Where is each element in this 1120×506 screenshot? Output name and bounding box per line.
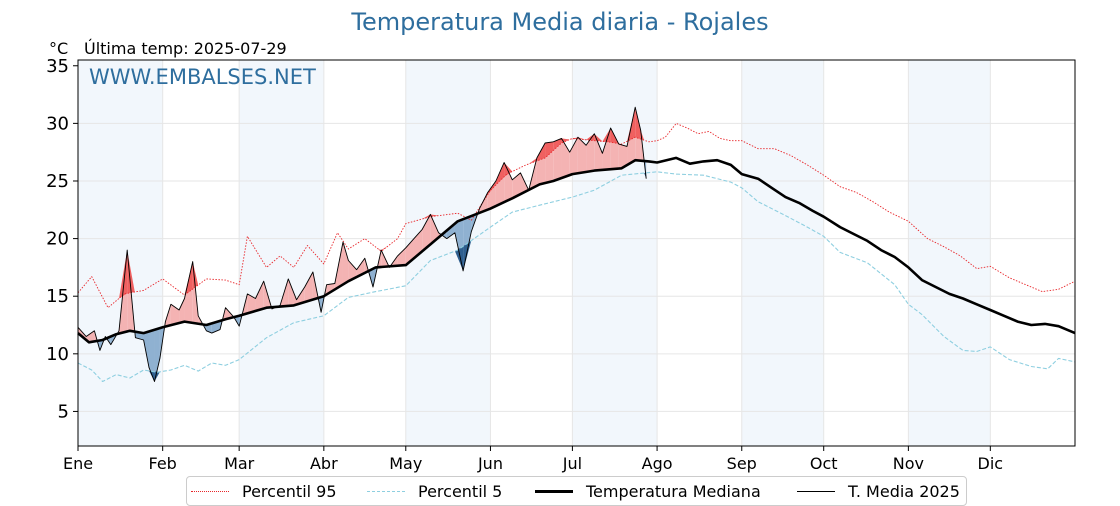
above-median-fill <box>398 248 406 266</box>
x-tick-label: Ago <box>642 454 673 473</box>
x-tick-label: Jun <box>477 454 503 473</box>
month-shading <box>78 60 990 446</box>
anomaly-fills <box>78 107 646 381</box>
above-median-fill <box>179 299 184 323</box>
watermark-text: WWW.EMBALSES.NET <box>89 65 316 89</box>
y-tick-label: 35 <box>46 56 69 77</box>
y-tick-label: 30 <box>46 113 69 134</box>
legend-label: Percentil 95 <box>242 482 337 501</box>
y-tick-label: 25 <box>46 171 69 192</box>
legend-item-median: Temperatura Mediana <box>535 481 761 501</box>
x-tick-label: Feb <box>149 454 177 473</box>
above-median-fill <box>561 138 569 178</box>
x-tick-label: Oct <box>810 454 838 473</box>
month-shade-band <box>742 60 824 446</box>
legend-label: T. Media 2025 <box>848 482 960 501</box>
month-shade-band <box>572 60 657 446</box>
x-tick-label: Jul <box>562 454 582 473</box>
x-tick-label: Nov <box>893 454 924 473</box>
legend-label: Temperatura Mediana <box>586 482 761 501</box>
legend-item-p5: Percentil 5 <box>367 481 502 501</box>
x-tick-label: Abr <box>310 454 338 473</box>
month-shade-band <box>239 60 324 446</box>
legend-line-p95 <box>191 491 229 492</box>
y-tick-label: 20 <box>46 229 69 250</box>
legend: Percentil 95 Percentil 5 Temperatura Media… <box>186 476 967 506</box>
x-tick-label: Mar <box>224 454 255 473</box>
x-tick-label: Ene <box>63 454 93 473</box>
legend-item-p95: Percentil 95 <box>191 481 337 501</box>
month-shade-band <box>78 60 163 446</box>
legend-line-y2025 <box>797 491 835 492</box>
x-axis-ticks: Ene Feb Mar Abr May Jun Jul Ago Sep Oct Nov Dic <box>63 446 1003 473</box>
legend-line-p5 <box>367 491 405 492</box>
y-tick-label: 5 <box>58 401 69 422</box>
x-tick-label: Sep <box>727 454 757 473</box>
legend-label: Percentil 5 <box>418 482 502 501</box>
x-tick-label: May <box>389 454 422 473</box>
month-shade-band <box>908 60 990 446</box>
legend-line-median <box>535 490 573 493</box>
x-tick-label: Dic <box>978 454 1004 473</box>
y-tick-label: 10 <box>46 344 69 365</box>
y-tick-label: 15 <box>46 286 69 307</box>
legend-item-y2025: T. Media 2025 <box>797 481 960 501</box>
y-axis-ticks: 5 10 15 20 25 30 35 <box>46 56 78 423</box>
above-median-fill <box>343 242 348 285</box>
